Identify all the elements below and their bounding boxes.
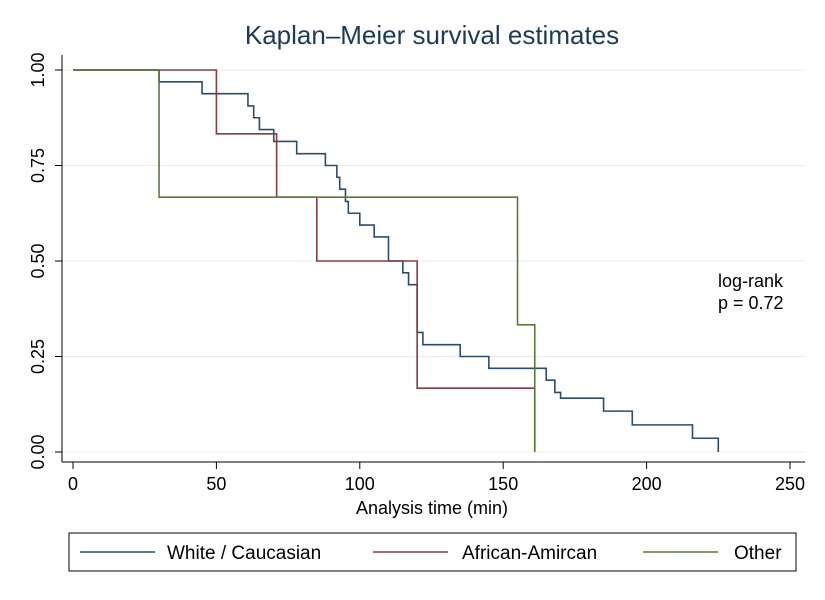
series-group [73,69,720,452]
x-tick-label-0: 0 [68,474,78,494]
x-tick-label-4: 200 [632,474,662,494]
logrank-label: log-rank [718,271,784,291]
legend-label-african-amircan: African-Amircan [462,543,597,564]
logrank-pvalue: p = 0.72 [718,293,784,313]
legend-label-other: Other [734,543,782,564]
legend: White / Caucasian African-Amircan Other [68,532,797,572]
chart-title: Kaplan–Meier survival estimates [245,20,619,50]
legend-label-white-caucasian: White / Caucasian [167,543,321,564]
y-tick-label-0: 0.00 [28,434,48,469]
axes: 0.00 0.25 0.50 0.75 1.00 0 50 100 150 200 250 [28,52,805,494]
series-line-white-caucasian [73,69,720,452]
y-tick-label-3: 0.75 [28,148,48,183]
x-axis-title: Analysis time (min) [356,498,508,518]
x-tick-label-5: 250 [775,474,805,494]
x-tick-label-2: 100 [345,474,375,494]
series-line-other [73,69,536,452]
y-tick-label-1: 0.25 [28,339,48,374]
x-tick-label-1: 50 [206,474,226,494]
y-tick-label-2: 0.50 [28,243,48,278]
y-tick-label-4: 1.00 [28,52,48,87]
x-tick-label-3: 150 [488,474,518,494]
gridlines [62,69,805,453]
